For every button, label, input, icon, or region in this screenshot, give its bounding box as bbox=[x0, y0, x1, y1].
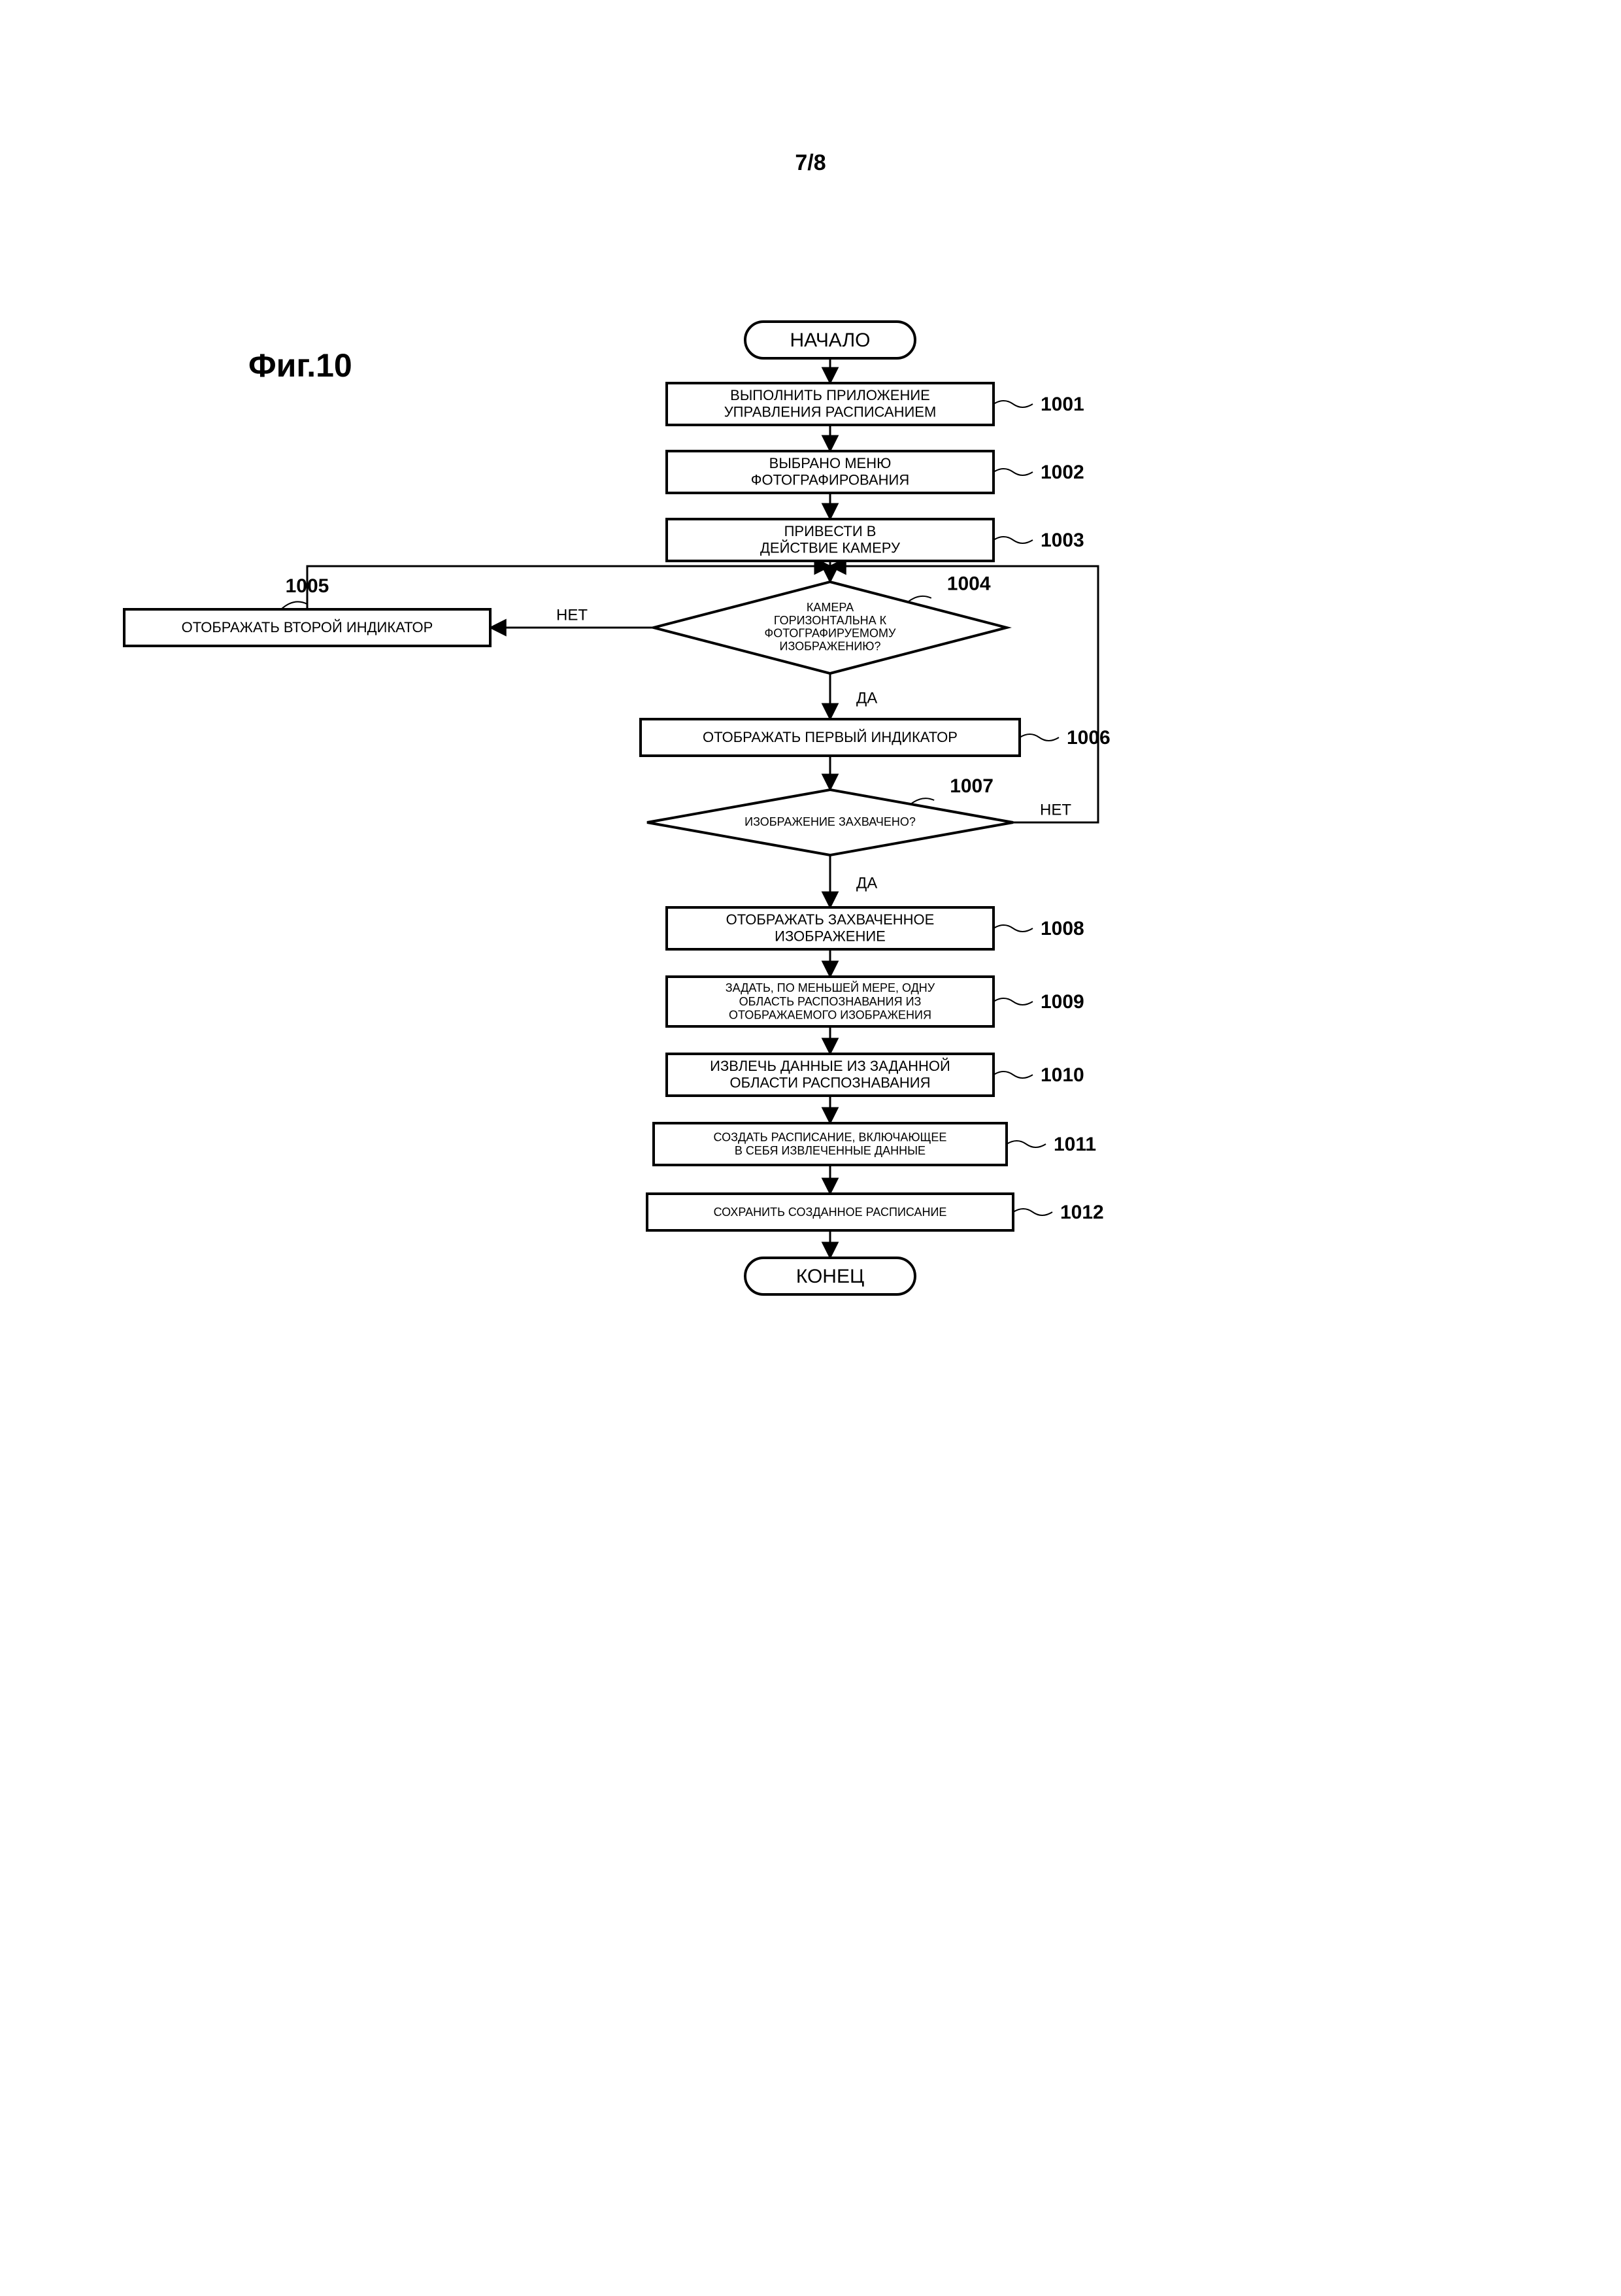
svg-text:ФОТОГРАФИРОВАНИЯ: ФОТОГРАФИРОВАНИЯ bbox=[751, 471, 910, 488]
svg-text:ДА: ДА bbox=[856, 874, 877, 892]
svg-text:1007: 1007 bbox=[950, 775, 994, 797]
svg-text:1004: 1004 bbox=[947, 573, 991, 595]
svg-text:1009: 1009 bbox=[1041, 991, 1084, 1013]
svg-text:ОТОБРАЖАТЬ ПЕРВЫЙ ИНДИКАТОР: ОТОБРАЖАТЬ ПЕРВЫЙ ИНДИКАТОР bbox=[703, 729, 958, 745]
svg-text:ГОРИЗОНТАЛЬНА К: ГОРИЗОНТАЛЬНА К bbox=[774, 614, 887, 627]
flowchart-svg: ДА НЕТ ДА НЕТ НАЧАЛО ВЫПОЛНИТЬ ПРИЛОЖЕНИЕУПРА… bbox=[0, 0, 1621, 2293]
svg-text:1012: 1012 bbox=[1060, 1202, 1104, 1223]
svg-text:ИЗОБРАЖЕНИЕ: ИЗОБРАЖЕНИЕ bbox=[775, 928, 886, 944]
svg-text:НАЧАЛО: НАЧАЛО bbox=[790, 329, 870, 351]
svg-text:УПРАВЛЕНИЯ РАСПИСАНИЕМ: УПРАВЛЕНИЯ РАСПИСАНИЕМ bbox=[724, 403, 937, 420]
svg-text:1005: 1005 bbox=[286, 575, 329, 597]
svg-text:ВЫПОЛНИТЬ ПРИЛОЖЕНИЕ: ВЫПОЛНИТЬ ПРИЛОЖЕНИЕ bbox=[730, 387, 930, 403]
svg-text:1010: 1010 bbox=[1041, 1064, 1084, 1086]
svg-text:ПРИВЕСТИ В: ПРИВЕСТИ В bbox=[784, 523, 877, 539]
svg-text:ОТОБРАЖАТЬ ЗАХВАЧЕННОЕ: ОТОБРАЖАТЬ ЗАХВАЧЕННОЕ bbox=[726, 911, 935, 928]
svg-text:КОНЕЦ: КОНЕЦ bbox=[796, 1266, 864, 1287]
svg-text:1002: 1002 bbox=[1041, 462, 1084, 483]
svg-text:ОТОБРАЖАТЬ ВТОРОЙ ИНДИКАТОР: ОТОБРАЖАТЬ ВТОРОЙ ИНДИКАТОР bbox=[182, 619, 433, 635]
svg-text:ДА: ДА bbox=[856, 689, 877, 707]
svg-text:1003: 1003 bbox=[1041, 530, 1084, 551]
svg-text:КАМЕРА: КАМЕРА bbox=[807, 601, 854, 614]
svg-text:ЗАДАТЬ, ПО МЕНЬШЕЙ МЕРЕ, ОДНУ: ЗАДАТЬ, ПО МЕНЬШЕЙ МЕРЕ, ОДНУ bbox=[726, 981, 935, 994]
svg-text:В СЕБЯ ИЗВЛЕЧЕННЫЕ ДАННЫЕ: В СЕБЯ ИЗВЛЕЧЕННЫЕ ДАННЫЕ bbox=[735, 1144, 926, 1157]
svg-text:ОБЛАСТЬ РАСПОЗНАВАНИЯ ИЗ: ОБЛАСТЬ РАСПОЗНАВАНИЯ ИЗ bbox=[739, 995, 922, 1008]
svg-text:ИЗОБРАЖЕНИЕ ЗАХВАЧЕНО?: ИЗОБРАЖЕНИЕ ЗАХВАЧЕНО? bbox=[744, 815, 916, 828]
svg-text:ОТОБРАЖАЕМОГО ИЗОБРАЖЕНИЯ: ОТОБРАЖАЕМОГО ИЗОБРАЖЕНИЯ bbox=[729, 1008, 931, 1021]
svg-text:ОБЛАСТИ РАСПОЗНАВАНИЯ: ОБЛАСТИ РАСПОЗНАВАНИЯ bbox=[730, 1074, 931, 1090]
page: 7/8 Фиг.10 ДАНЕТДАНЕТНАЧАЛОВЫПОЛНИТЬ ПРИ… bbox=[0, 0, 1621, 2293]
svg-text:1001: 1001 bbox=[1041, 394, 1084, 415]
svg-text:ИЗВЛЕЧЬ ДАННЫЕ ИЗ ЗАДАННОЙ: ИЗВЛЕЧЬ ДАННЫЕ ИЗ ЗАДАННОЙ bbox=[710, 1058, 950, 1074]
svg-text:НЕТ: НЕТ bbox=[556, 606, 588, 624]
svg-text:ФОТОГРАФИРУЕМОМУ: ФОТОГРАФИРУЕМОМУ bbox=[765, 627, 896, 640]
flowchart-container: ДА НЕТ ДА НЕТ НАЧАЛО ВЫПОЛНИТЬ ПРИЛОЖЕНИЕУПРА… bbox=[0, 0, 1621, 2296]
svg-text:1008: 1008 bbox=[1041, 918, 1084, 939]
svg-text:НЕТ: НЕТ bbox=[1040, 801, 1071, 819]
svg-text:СОЗДАТЬ РАСПИСАНИЕ, ВКЛЮЧАЮЩЕЕ: СОЗДАТЬ РАСПИСАНИЕ, ВКЛЮЧАЮЩЕЕ bbox=[714, 1130, 947, 1143]
svg-text:1006: 1006 bbox=[1067, 727, 1111, 749]
svg-text:1011: 1011 bbox=[1054, 1134, 1096, 1155]
svg-text:ДЕЙСТВИЕ КАМЕРУ: ДЕЙСТВИЕ КАМЕРУ bbox=[760, 539, 901, 556]
svg-text:ИЗОБРАЖЕНИЮ?: ИЗОБРАЖЕНИЮ? bbox=[780, 639, 881, 652]
svg-text:СОХРАНИТЬ СОЗДАННОЕ РАСПИСАНИЕ: СОХРАНИТЬ СОЗДАННОЕ РАСПИСАНИЕ bbox=[714, 1206, 947, 1219]
svg-text:ВЫБРАНО МЕНЮ: ВЫБРАНО МЕНЮ bbox=[769, 455, 892, 471]
